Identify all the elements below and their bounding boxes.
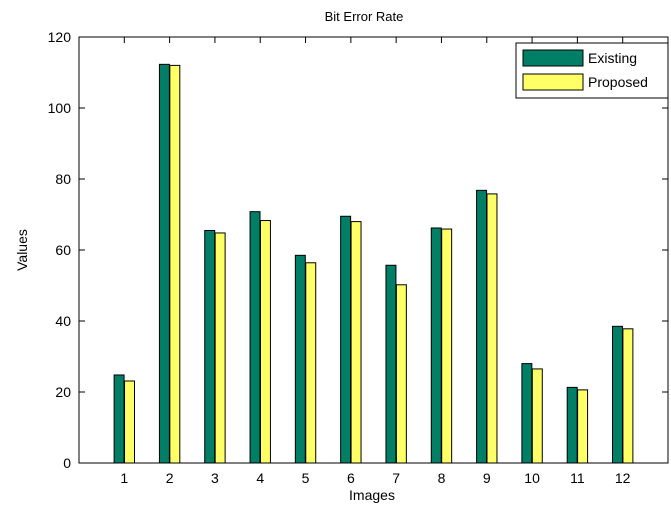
y-tick-label: 80 (55, 171, 71, 187)
y-tick-label: 60 (55, 242, 71, 258)
x-tick-label: 9 (483, 470, 491, 486)
x-tick-label: 4 (256, 470, 264, 486)
y-axis-label: Values (14, 229, 30, 271)
bar-existing-8 (431, 228, 441, 463)
x-tick-label: 8 (438, 470, 446, 486)
bar-proposed-4 (260, 221, 270, 463)
y-tick-label: 120 (48, 29, 72, 45)
x-axis-label: Images (349, 487, 395, 503)
bar-existing-5 (295, 255, 305, 463)
bar-proposed-6 (351, 222, 361, 463)
bar-existing-6 (341, 216, 351, 463)
x-tick-label: 12 (615, 470, 631, 486)
bar-proposed-11 (578, 390, 588, 463)
legend-label-proposed: Proposed (588, 74, 648, 90)
bar-proposed-7 (396, 285, 406, 463)
x-tick-label: 7 (392, 470, 400, 486)
bar-proposed-2 (170, 65, 180, 463)
bar-proposed-9 (487, 194, 497, 463)
y-tick-label: 20 (55, 384, 71, 400)
bar-proposed-8 (442, 229, 452, 463)
bar-proposed-1 (125, 381, 135, 463)
y-tick-label: 0 (63, 455, 71, 471)
bar-existing-9 (477, 190, 487, 463)
legend-label-existing: Existing (588, 50, 637, 66)
y-tick-label: 40 (55, 313, 71, 329)
x-tick-label: 6 (347, 470, 355, 486)
legend-swatch-existing (523, 50, 583, 66)
bar-proposed-3 (215, 233, 225, 463)
x-tick-label: 5 (302, 470, 310, 486)
bar-existing-11 (567, 387, 577, 463)
bar-existing-1 (114, 375, 124, 463)
bar-proposed-5 (306, 263, 316, 463)
bar-existing-12 (613, 326, 623, 463)
x-tick-label: 11 (570, 470, 585, 486)
bar-existing-2 (159, 64, 169, 463)
legend: Existing Proposed (516, 43, 668, 98)
legend-swatch-proposed (523, 74, 583, 90)
x-tick-label: 3 (211, 470, 219, 486)
bar-existing-7 (386, 265, 396, 463)
y-tick-label: 100 (48, 100, 72, 116)
chart-title: Bit Error Rate (325, 9, 404, 24)
bar-existing-3 (205, 230, 215, 463)
bar-existing-4 (250, 212, 260, 463)
bar-proposed-12 (623, 329, 633, 463)
x-tick-label: 2 (166, 470, 174, 486)
x-tick-label: 1 (120, 470, 128, 486)
bar-existing-10 (522, 364, 532, 463)
x-tick-label: 10 (524, 470, 540, 486)
bar-proposed-10 (532, 369, 542, 463)
